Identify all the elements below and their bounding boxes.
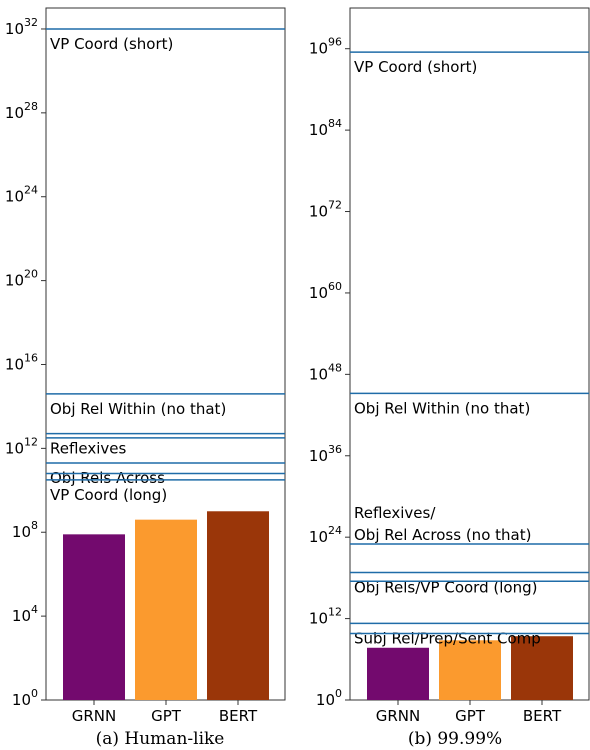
y-tick-label: 1072 [309, 199, 342, 221]
y-tick-label: 100 [12, 687, 38, 709]
y-tick-label: 1016 [5, 351, 38, 373]
y-tick-label: 104 [12, 603, 38, 625]
panel-caption: (b) 99.99% [408, 729, 502, 749]
panel-human-like: 100 104 108 1012 1016 1020 1024 1028 1032 GRNN GPT… [5, 7, 286, 749]
y-tick-label: 1060 [309, 280, 342, 302]
bar-bert [511, 636, 573, 700]
threshold-label: Reflexives/Obj Rel Across (no that) [354, 504, 531, 544]
y-tick-label: 1032 [5, 16, 38, 38]
threshold-label: Subj Rel/Prep/Sent Comp [354, 629, 541, 647]
panel-99-99-percent: 100 1012 1024 1036 1048 1060 1072 1084 1096 GRNN G… [309, 7, 590, 749]
x-tick-label: GPT [151, 707, 182, 725]
x-tick-label: GPT [455, 707, 486, 725]
threshold-label: VP Coord (long) [50, 486, 167, 504]
y-tick-label: 1012 [309, 606, 342, 628]
threshold-label: Obj Rel Within (no that) [354, 399, 530, 417]
threshold-label: VP Coord (short) [50, 35, 173, 53]
y-tick-label: 1096 [309, 36, 342, 58]
panel-caption: (a) Human-like [96, 729, 225, 749]
threshold-label: Obj Rels Across [50, 469, 165, 487]
bar-bert [207, 511, 269, 700]
x-tick-label: BERT [219, 707, 258, 725]
y-tick-label: 1028 [5, 100, 38, 122]
y-tick-label: 1020 [5, 268, 38, 290]
threshold-label: Obj Rel Within (no that) [50, 400, 226, 418]
y-tick-label: 108 [12, 519, 38, 541]
threshold-label: Obj Rels/VP Coord (long) [354, 578, 537, 596]
y-tick-label: 1048 [309, 361, 342, 383]
threshold-label: VP Coord (short) [354, 58, 477, 76]
y-tick-label: 1084 [309, 117, 342, 139]
bar-gpt [439, 640, 501, 700]
y-tick-label: 1024 [309, 524, 342, 546]
x-tick-label: GRNN [72, 707, 117, 725]
bar-grnn [367, 647, 429, 700]
y-tick-label: 1012 [5, 435, 38, 457]
y-tick-label: 1024 [5, 184, 38, 206]
x-tick-label: GRNN [376, 707, 421, 725]
threshold-label: Reflexives [50, 440, 127, 458]
x-tick-label: BERT [523, 707, 562, 725]
y-tick-label: 1036 [309, 443, 342, 465]
y-tick-label: 100 [316, 687, 342, 709]
bar-grnn [63, 534, 125, 700]
bar-gpt [135, 519, 197, 700]
